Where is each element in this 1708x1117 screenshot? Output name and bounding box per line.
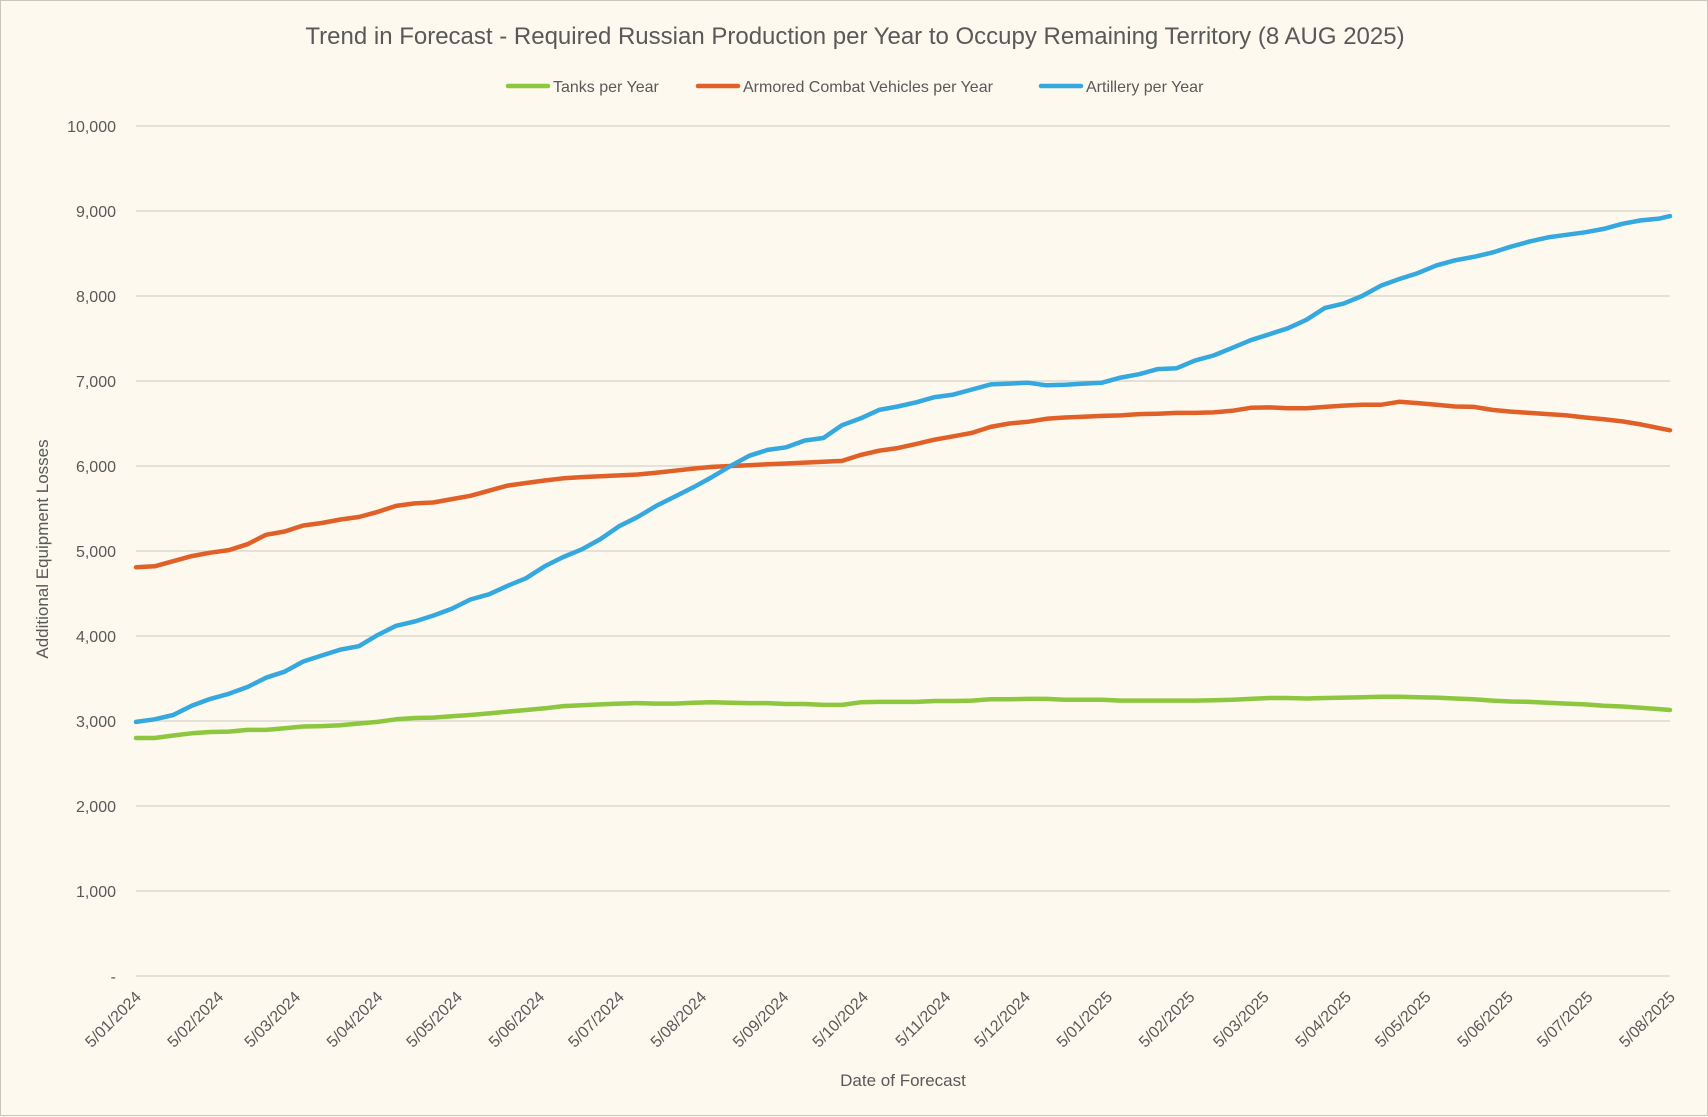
x-tick-label: 5/01/2024 (82, 989, 144, 1051)
x-tick-label: 5/01/2025 (1054, 989, 1116, 1051)
x-tick-label: 5/07/2025 (1534, 989, 1596, 1051)
x-axis: 5/01/2024 5/02/2024 5/03/2024 5/04/2024 5/05… (82, 989, 1678, 1051)
legend-label-2: Artillery per Year (1086, 79, 1204, 96)
series-line-1 (133, 399, 1673, 570)
y-tick-label: 1,000 (76, 884, 116, 901)
x-tick-label: 5/09/2024 (730, 989, 792, 1051)
x-tick-label: 5/04/2025 (1293, 989, 1355, 1051)
series-lines (133, 213, 1673, 741)
x-tick-label: 5/07/2024 (565, 989, 627, 1051)
y-tick-label: 10,000 (67, 119, 116, 136)
x-tick-label: 5/03/2024 (242, 989, 304, 1051)
y-tick-label: 2,000 (76, 799, 116, 816)
x-tick-label: 5/02/2025 (1136, 989, 1198, 1051)
series-line-0 (133, 694, 1673, 741)
x-tick-label: 5/08/2025 (1616, 989, 1678, 1051)
x-tick-label: 5/08/2024 (648, 989, 710, 1051)
x-tick-label: 5/03/2025 (1210, 989, 1272, 1051)
x-tick-label: 5/05/2024 (404, 989, 466, 1051)
legend: Tanks per Year Armored Combat Vehicles pe… (505, 79, 1204, 96)
x-tick-label: 5/06/2024 (486, 989, 548, 1051)
legend-label-0: Tanks per Year (553, 79, 660, 96)
y-tick-label: 8,000 (76, 289, 116, 306)
series-line-2 (133, 213, 1673, 725)
y-tick-label: - (111, 969, 116, 986)
y-tick-label: 7,000 (76, 374, 116, 391)
gridlines (136, 125, 1670, 977)
x-tick-label: 5/11/2024 (893, 989, 955, 1051)
x-tick-label: 5/06/2025 (1455, 989, 1517, 1051)
y-tick-label: 9,000 (76, 204, 116, 221)
y-tick-label: 5,000 (76, 544, 116, 561)
y-tick-label: 6,000 (76, 459, 116, 476)
y-tick-label: 4,000 (76, 629, 116, 646)
chart-title: Trend in Forecast - Required Russian Pro… (305, 23, 1404, 50)
x-tick-label: 5/12/2024 (972, 989, 1034, 1051)
x-tick-label: 5/10/2024 (810, 989, 872, 1051)
x-tick-label: 5/05/2025 (1372, 989, 1434, 1051)
legend-label-1: Armored Combat Vehicles per Year (743, 79, 994, 96)
x-tick-label: 5/04/2024 (324, 989, 386, 1051)
x-axis-label: Date of Forecast (840, 1071, 966, 1090)
x-tick-label: 5/02/2024 (165, 989, 227, 1051)
y-axis: - 1,000 2,000 3,000 4,000 5,000 6,000 7,000 8,00… (67, 119, 116, 986)
y-tick-label: 3,000 (76, 714, 116, 731)
y-axis-label: Additional Equipment Losses (33, 439, 52, 658)
